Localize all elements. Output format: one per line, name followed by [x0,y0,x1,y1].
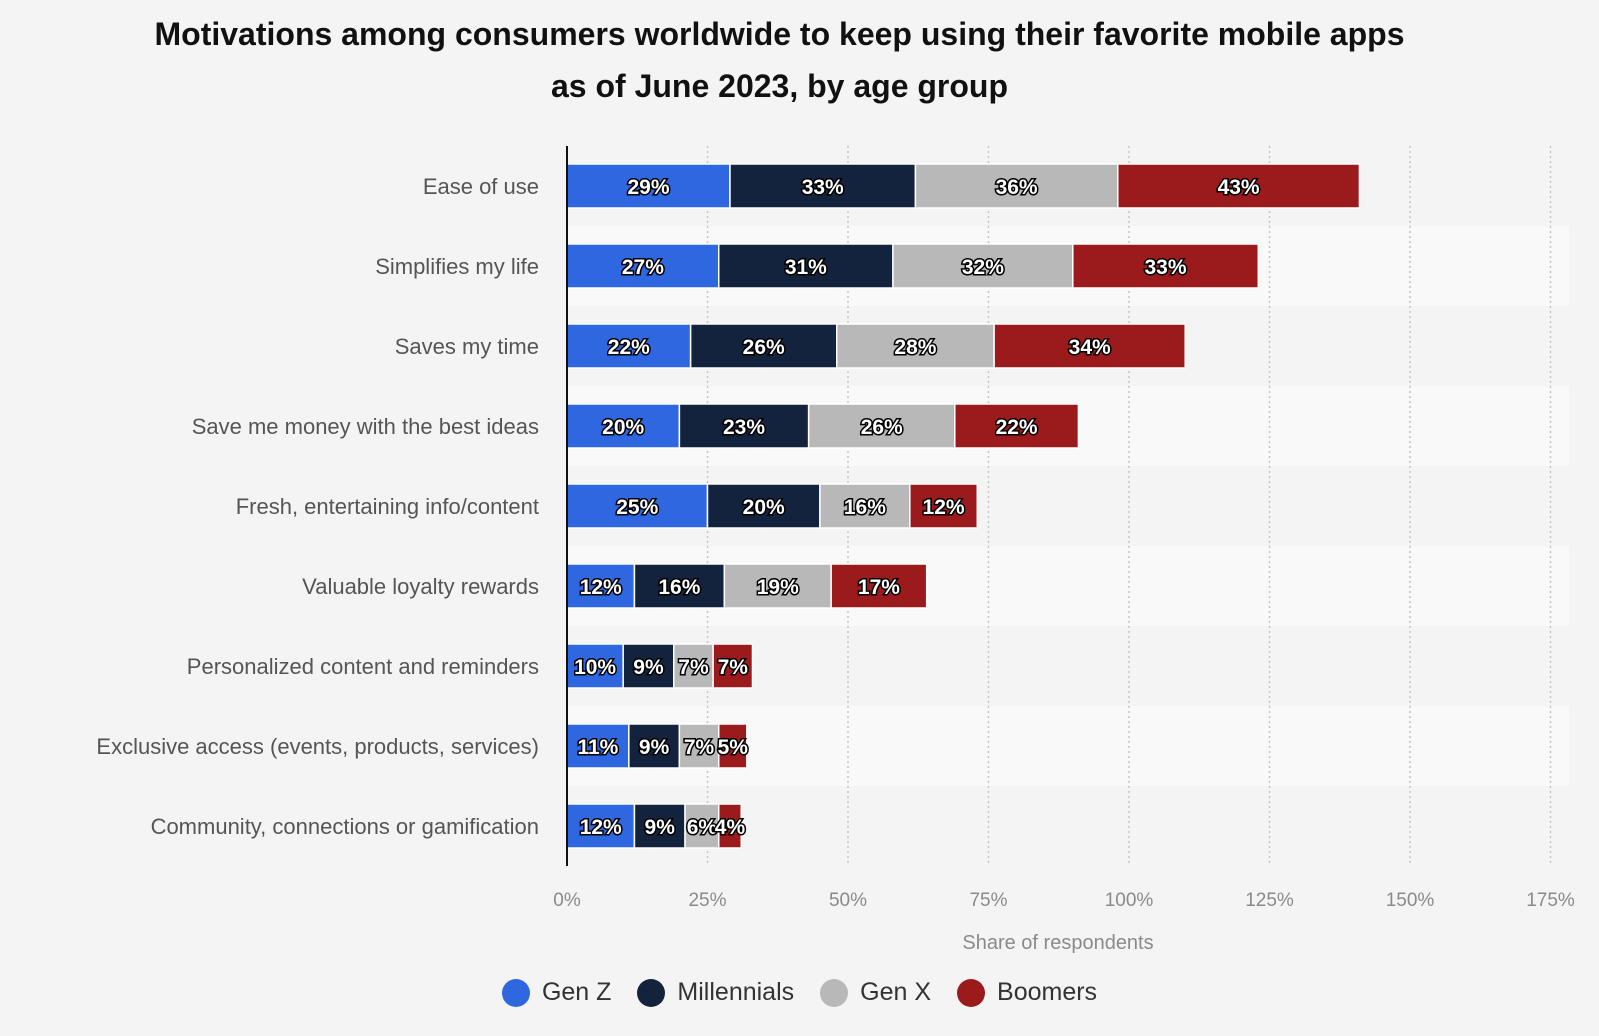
legend-label: Millennials [677,978,795,1006]
legend-label: Gen Z [541,978,612,1006]
bar-segment[interactable] [673,643,714,689]
category-label: Exclusive access (events, products, serv… [96,734,539,759]
category-label: Personalized content and reminders [187,654,539,679]
x-tick-label: 175% [1526,890,1575,911]
data-label: 19% [757,576,799,599]
bar-segment[interactable] [819,483,911,529]
data-label: 12% [923,496,965,519]
data-label: 16% [658,576,700,599]
legend-item[interactable]: Gen X [820,978,931,1007]
data-label: 9% [639,736,670,759]
data-label: 10% [574,656,616,679]
x-tick-label: 25% [688,890,726,911]
legend-swatch [820,978,849,1007]
legend-item[interactable]: Gen Z [501,978,612,1007]
chart-title-line-1: Motivations among consumers worldwide to… [154,16,1405,52]
bar-segment[interactable] [954,403,1080,449]
data-label: 34% [1069,336,1111,359]
legend-item[interactable]: Boomers [957,978,1097,1007]
data-label: 9% [633,656,664,679]
data-label: 7% [718,656,749,679]
legend-label: Gen X [860,978,932,1006]
data-label: 6% [687,816,718,839]
bar-segment[interactable] [678,723,720,769]
data-label: 26% [743,336,785,359]
bar-segment[interactable] [836,323,995,369]
bar-segment[interactable] [807,403,956,449]
bar-segment[interactable] [706,483,821,529]
bar-segment[interactable] [678,403,810,449]
category-label: Valuable loyalty rewards [302,574,539,599]
bar-segment[interactable] [1072,243,1260,289]
data-label: 25% [616,496,658,519]
bar-segment[interactable] [993,323,1186,369]
bar-segment[interactable] [830,563,928,609]
bar-segment[interactable] [566,163,731,209]
bar-segment[interactable] [566,243,720,289]
bar-segment[interactable] [622,643,675,689]
data-label: 22% [996,416,1038,439]
data-label: 27% [622,256,664,279]
bar-segment[interactable] [717,723,748,769]
category-label: Simplifies my life [375,254,539,279]
data-label: 11% [577,736,618,759]
bar-segment[interactable] [1117,163,1361,209]
bar-segment[interactable] [723,563,832,609]
data-label: 31% [785,256,827,279]
data-label: 32% [962,256,1004,279]
x-tick-label: 150% [1386,890,1435,911]
bar-segment[interactable] [717,803,742,849]
data-label: 33% [802,176,844,199]
data-label: 29% [627,176,669,199]
legend-swatch [957,978,986,1007]
data-label: 7% [684,736,715,759]
data-label: 12% [580,816,622,839]
bar-segment[interactable] [566,323,692,369]
data-label: 20% [602,416,644,439]
bar-segment[interactable] [689,323,838,369]
data-label: 16% [844,496,886,519]
legend-swatch [637,978,666,1007]
data-label: 26% [861,416,903,439]
data-label: 5% [718,736,749,759]
data-label: 9% [645,816,676,839]
chart-title-line-2: as of June 2023, by age group [550,68,1009,104]
chart-legend: Gen Z Millennials Gen X Boomers [0,978,1599,1007]
data-label: 22% [608,336,650,359]
bar-segment[interactable] [909,483,979,529]
x-tick-label: 0% [553,890,581,911]
legend-label: Boomers [997,978,1098,1006]
data-label: 36% [996,176,1038,199]
legend-swatch [501,978,530,1007]
bar-segment[interactable] [892,243,1074,289]
chart-title: Motivations among consumers worldwide to… [40,8,1519,112]
data-label: 43% [1218,176,1260,199]
bar-segment[interactable] [566,563,636,609]
bar-segment[interactable] [717,243,894,289]
x-tick-label: 125% [1245,890,1294,911]
data-label: 12% [580,576,622,599]
category-label: Saves my time [395,334,539,359]
data-label: 28% [894,336,936,359]
data-label: 7% [678,656,709,679]
data-label: 23% [723,416,765,439]
legend-item[interactable]: Millennials [637,978,794,1007]
bar-segment[interactable] [729,163,917,209]
x-axis-title: Share of respondents [962,932,1153,954]
bar-segment[interactable] [712,643,754,689]
category-label: Save me money with the best ideas [192,414,539,439]
category-label: Ease of use [423,174,539,199]
data-label: 17% [858,576,900,599]
category-label: Fresh, entertaining info/content [236,494,539,519]
data-label: 20% [743,496,785,519]
category-label: Community, connections or gamification [151,814,539,839]
x-tick-label: 100% [1105,890,1154,911]
data-label: 4% [715,816,746,839]
data-label: 33% [1145,256,1187,279]
x-tick-label: 75% [969,890,1007,911]
x-tick-label: 50% [829,890,867,911]
bar-chart-plot: Ease of use 29% 33% 36% 43% Simplifies my lif… [96,146,1575,954]
